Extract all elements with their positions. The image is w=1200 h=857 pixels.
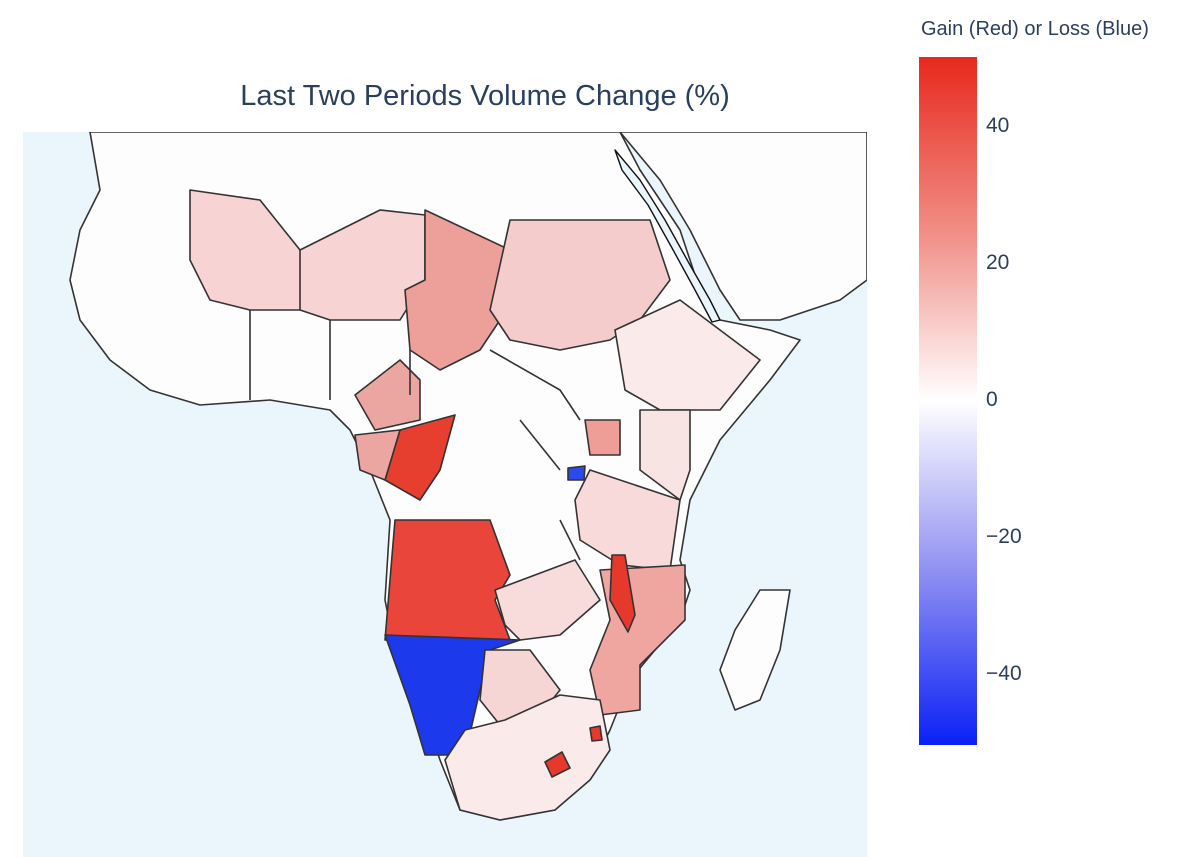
country-sudan[interactable] — [489, 219, 671, 351]
colorbar — [919, 57, 977, 745]
chart-title: Last Two Periods Volume Change (%) — [240, 80, 730, 112]
madagascar — [719, 589, 791, 711]
colorbar-title: Gain (Red) or Loss (Blue) — [921, 18, 1149, 40]
colorbar-tick: −40 — [986, 662, 1022, 685]
country-ethiopia[interactable] — [614, 299, 761, 411]
colorbar-tick: 20 — [986, 251, 1010, 274]
country-rwanda[interactable] — [567, 465, 586, 481]
country-lesotho[interactable] — [544, 751, 571, 778]
country-gabon[interactable] — [354, 429, 401, 481]
country-cameroon[interactable] — [354, 359, 421, 431]
colorbar-tick: 40 — [986, 114, 1010, 137]
country-uganda[interactable] — [584, 419, 621, 456]
colorbar-tick: −20 — [986, 525, 1022, 548]
region-arabia — [619, 132, 867, 321]
colorbar-tick: 0 — [986, 388, 998, 411]
choropleth-map[interactable] — [0, 0, 900, 857]
country-zambia[interactable] — [494, 559, 601, 641]
red-sea — [614, 149, 721, 323]
country-malawi[interactable] — [609, 554, 636, 633]
country-kenya[interactable] — [639, 409, 691, 501]
country-south-africa[interactable] — [444, 694, 611, 821]
country-angola[interactable] — [384, 519, 511, 641]
country-eswatini[interactable] — [589, 725, 603, 742]
